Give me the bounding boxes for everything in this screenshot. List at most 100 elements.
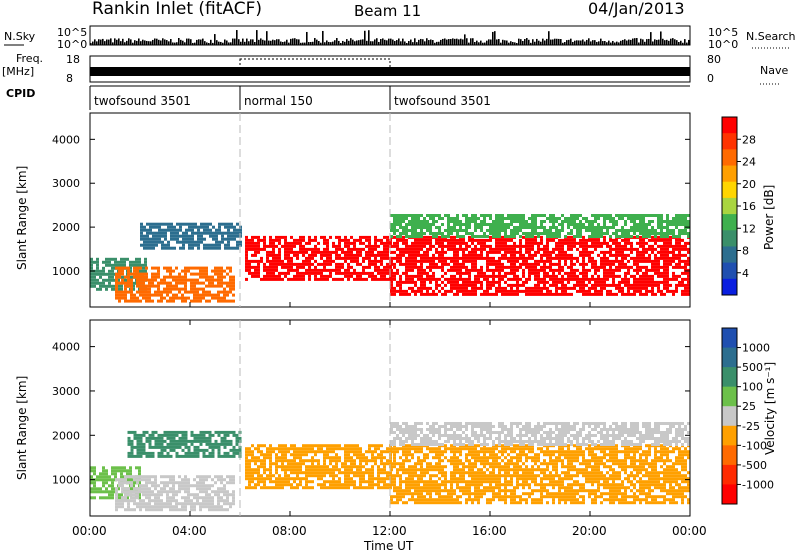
heatmap-cell: [146, 240, 149, 244]
heatmap-cell: [405, 250, 408, 254]
heatmap-cell: [615, 256, 618, 260]
heatmap-cell: [465, 271, 468, 275]
heatmap-cell: [287, 465, 290, 469]
heatmap-cell: [399, 474, 402, 478]
heatmap-cell: [423, 453, 426, 457]
heatmap-cell: [408, 247, 411, 251]
heatmap-cell: [368, 265, 371, 269]
heatmap-cell: [172, 493, 175, 497]
heatmap-cell: [320, 486, 323, 490]
heatmap-cell: [531, 247, 534, 251]
heatmap-cell: [666, 289, 669, 293]
heatmap-cell: [386, 271, 389, 275]
heatmap-cell: [498, 220, 501, 223]
heatmap-cell: [438, 250, 441, 254]
heatmap-cell: [132, 281, 135, 285]
heatmap-cell: [115, 499, 118, 503]
heatmap-cell: [618, 229, 621, 232]
heatmap-cell: [278, 259, 281, 263]
heatmap-cell: [393, 232, 396, 235]
heatmap-cell: [447, 235, 450, 238]
heatmap-cell: [624, 277, 627, 281]
heatmap-cell: [651, 262, 654, 266]
heatmap-cell: [396, 289, 399, 293]
heatmap-cell: [678, 238, 681, 242]
heatmap-cell: [453, 262, 456, 266]
heatmap-cell: [438, 477, 441, 481]
heatmap-cell: [654, 256, 657, 260]
heatmap-cell: [229, 475, 232, 479]
heatmap-cell: [540, 223, 543, 226]
heatmap-cell: [386, 268, 389, 272]
heatmap-cell: [627, 217, 630, 220]
heatmap-cell: [420, 277, 423, 281]
heatmap-cell: [278, 235, 281, 239]
heatmap-cell: [483, 247, 486, 251]
heatmap-cell: [272, 259, 275, 263]
heatmap-cell: [232, 284, 235, 288]
heatmap-cell: [284, 474, 287, 478]
heatmap-cell: [414, 214, 417, 217]
heatmap-cell: [197, 231, 200, 235]
heatmap-cell: [308, 471, 311, 475]
heatmap-cell: [142, 293, 145, 297]
y-tick-label: 1000: [52, 265, 80, 278]
heatmap-cell: [417, 468, 420, 472]
heatmap-cell: [145, 505, 148, 509]
heatmap-cell: [124, 487, 127, 491]
heatmap-cell: [585, 238, 588, 242]
heatmap-cell: [609, 217, 612, 220]
nsky-bar: [412, 42, 414, 45]
heatmap-cell: [612, 253, 615, 257]
heatmap-cell: [510, 268, 513, 272]
heatmap-cell: [217, 284, 220, 288]
heatmap-cell: [684, 223, 687, 226]
heatmap-cell: [257, 271, 260, 275]
heatmap-cell: [435, 262, 438, 266]
nsky-bar: [254, 42, 256, 45]
heatmap-cell: [329, 444, 332, 448]
nsky-bar: [510, 41, 512, 45]
heatmap-cell: [426, 214, 429, 217]
heatmap-cell: [191, 246, 194, 250]
heatmap-cell: [645, 226, 648, 229]
heatmap-cell: [393, 462, 396, 466]
heatmap-cell: [221, 222, 224, 226]
heatmap-cell: [594, 226, 597, 229]
heatmap-cell: [144, 260, 147, 264]
heatmap-cell: [347, 483, 350, 487]
heatmap-cell: [543, 253, 546, 257]
heatmap-cell: [133, 272, 136, 276]
heatmap-cell: [118, 290, 121, 294]
heatmap-cell: [151, 281, 154, 285]
heatmap-cell: [175, 481, 178, 485]
heatmap-cell: [414, 489, 417, 493]
heatmap-cell: [570, 232, 573, 235]
heatmap-cell: [552, 283, 555, 287]
heatmap-cell: [525, 247, 528, 251]
heatmap-cell: [217, 278, 220, 282]
heatmap-cell: [254, 241, 257, 245]
heatmap-cell: [377, 486, 380, 490]
heatmap-cell: [344, 468, 347, 472]
heatmap-cell: [408, 453, 411, 457]
heatmap-cell: [323, 268, 326, 272]
heatmap-cell: [681, 292, 684, 296]
heatmap-cell: [371, 444, 374, 448]
heatmap-cell: [471, 241, 474, 245]
heatmap-cell: [405, 259, 408, 263]
heatmap-cell: [90, 281, 93, 285]
heatmap-cell: [510, 217, 513, 220]
heatmap-cell: [555, 256, 558, 260]
heatmap-cell: [205, 505, 208, 509]
heatmap-cell: [383, 265, 386, 269]
heatmap-cell: [591, 238, 594, 242]
heatmap-cell: [175, 505, 178, 509]
heatmap-cell: [582, 253, 585, 257]
heatmap-cell: [396, 447, 399, 451]
heatmap-cell: [181, 278, 184, 282]
station-title: Rankin Inlet (fitACF): [92, 0, 262, 19]
heatmap-cell: [233, 237, 236, 241]
heatmap-cell: [251, 480, 254, 484]
heatmap-cell: [591, 226, 594, 229]
